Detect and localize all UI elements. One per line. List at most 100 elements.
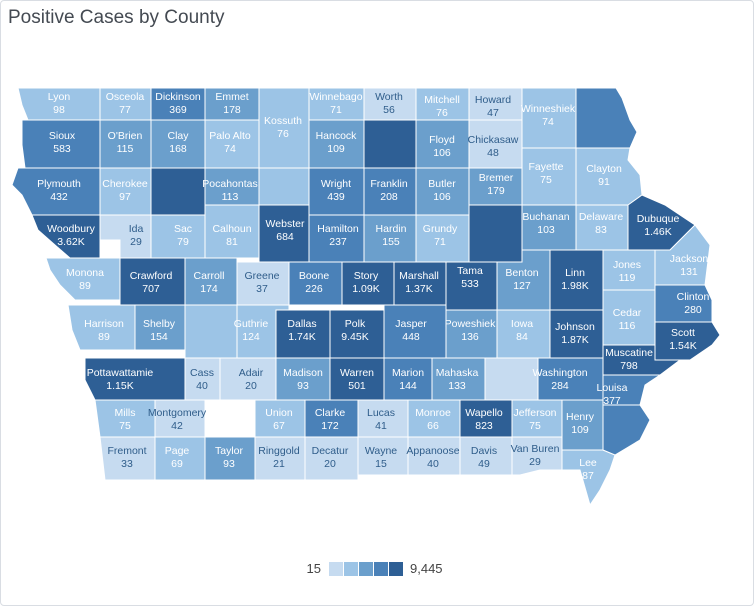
county-buena-vista[interactable] bbox=[150, 167, 206, 216]
county-marshall[interactable] bbox=[393, 261, 447, 306]
county-pottawattamie[interactable] bbox=[84, 357, 186, 401]
county-mahaska[interactable] bbox=[431, 357, 486, 401]
county-allamakee[interactable] bbox=[575, 87, 638, 149]
county-cherokee[interactable] bbox=[99, 167, 152, 216]
county-winnebago[interactable] bbox=[308, 87, 365, 121]
county-monroe[interactable] bbox=[407, 399, 461, 438]
county-page[interactable] bbox=[154, 436, 206, 481]
county-lee[interactable] bbox=[561, 449, 616, 507]
county-linn[interactable] bbox=[549, 249, 604, 311]
county-story[interactable] bbox=[341, 261, 395, 306]
county-wright[interactable] bbox=[308, 167, 365, 216]
county-harrison[interactable] bbox=[67, 304, 136, 351]
county-o-brien[interactable] bbox=[99, 119, 152, 169]
county-clinton[interactable] bbox=[654, 284, 713, 323]
county-adair[interactable] bbox=[219, 357, 277, 401]
county-emmet[interactable] bbox=[204, 87, 260, 121]
county-hancock[interactable] bbox=[308, 119, 365, 169]
county-clayton[interactable] bbox=[575, 147, 643, 206]
legend-swatches bbox=[329, 562, 404, 576]
county-hardin[interactable] bbox=[363, 214, 417, 263]
county-humboldt[interactable] bbox=[258, 167, 310, 206]
legend-swatch bbox=[389, 562, 403, 576]
county-plymouth[interactable] bbox=[11, 167, 101, 216]
county-dallas[interactable] bbox=[275, 309, 331, 359]
county-lucas[interactable] bbox=[357, 399, 409, 438]
county-franklin[interactable] bbox=[363, 167, 417, 216]
county-tama[interactable] bbox=[445, 261, 498, 311]
county-clay[interactable] bbox=[150, 119, 206, 169]
county-black-hawk[interactable] bbox=[468, 204, 523, 263]
county-hamilton[interactable] bbox=[308, 214, 365, 263]
county-monona[interactable] bbox=[45, 257, 121, 301]
county-sioux[interactable] bbox=[21, 119, 101, 169]
county-mills[interactable] bbox=[94, 399, 156, 438]
county-audubon[interactable] bbox=[184, 304, 238, 359]
county-polk[interactable] bbox=[329, 309, 385, 359]
county-cerro-gordo[interactable] bbox=[363, 119, 417, 169]
county-cass[interactable] bbox=[184, 357, 221, 401]
county-warren[interactable] bbox=[329, 357, 385, 401]
county-boone[interactable] bbox=[288, 261, 343, 306]
county-henry[interactable] bbox=[561, 399, 604, 451]
county-appanoose[interactable] bbox=[407, 436, 461, 476]
county-mitchell[interactable] bbox=[415, 87, 470, 121]
county-sac[interactable] bbox=[150, 214, 206, 259]
county-greene[interactable] bbox=[236, 261, 290, 306]
county-madison[interactable] bbox=[275, 357, 331, 401]
county-kossuth[interactable] bbox=[258, 87, 310, 169]
county-calhoun[interactable] bbox=[204, 204, 260, 259]
county-des-moines[interactable] bbox=[602, 404, 651, 456]
county-lyon[interactable] bbox=[17, 87, 101, 121]
county-grundy[interactable] bbox=[415, 214, 470, 263]
legend-swatch bbox=[359, 562, 373, 576]
county-poweshiek[interactable] bbox=[445, 309, 498, 359]
county-louisa[interactable] bbox=[602, 374, 662, 406]
legend-swatch bbox=[344, 562, 358, 576]
county-union[interactable] bbox=[254, 399, 306, 438]
county-scott[interactable] bbox=[654, 321, 721, 361]
county-ringgold[interactable] bbox=[254, 436, 306, 481]
county-decatur[interactable] bbox=[304, 436, 359, 481]
county-howard[interactable] bbox=[468, 87, 523, 121]
county-montgomery[interactable] bbox=[154, 399, 206, 438]
county-fremont[interactable] bbox=[99, 436, 156, 481]
county-cedar[interactable] bbox=[602, 289, 656, 346]
county-worth[interactable] bbox=[363, 87, 417, 121]
legend: 15 9,445 bbox=[0, 560, 754, 580]
county-jefferson[interactable] bbox=[511, 399, 563, 438]
county-webster[interactable] bbox=[258, 204, 310, 263]
county-carroll[interactable] bbox=[184, 257, 238, 306]
county-bremer[interactable] bbox=[468, 167, 523, 206]
county-davis[interactable] bbox=[459, 436, 513, 476]
county-clarke[interactable] bbox=[304, 399, 359, 438]
county-washington[interactable] bbox=[537, 357, 604, 401]
county-jasper[interactable] bbox=[383, 304, 447, 359]
legend-min-label: 15 bbox=[306, 561, 321, 576]
county-chickasaw[interactable] bbox=[468, 119, 523, 169]
county-winneshiek[interactable] bbox=[521, 87, 577, 149]
county-ida[interactable] bbox=[99, 214, 152, 259]
county-delaware[interactable] bbox=[575, 204, 629, 251]
county-pocahontas[interactable] bbox=[204, 167, 260, 206]
county-shelby[interactable] bbox=[134, 304, 186, 351]
county-dickinson[interactable] bbox=[150, 87, 206, 121]
county-wayne[interactable] bbox=[357, 436, 409, 476]
county-jones[interactable] bbox=[602, 249, 656, 291]
county-fayette[interactable] bbox=[521, 147, 577, 206]
county-butler[interactable] bbox=[415, 167, 470, 216]
legend-swatch bbox=[329, 562, 343, 576]
county-wapello[interactable] bbox=[459, 399, 513, 438]
county-marion[interactable] bbox=[383, 357, 433, 401]
county-woodbury[interactable] bbox=[31, 214, 101, 259]
county-floyd[interactable] bbox=[415, 119, 470, 169]
county-keokuk[interactable] bbox=[484, 357, 539, 401]
county-johnson[interactable] bbox=[549, 309, 604, 359]
county-taylor[interactable] bbox=[204, 436, 256, 481]
county-osceola[interactable] bbox=[99, 87, 152, 121]
county-crawford[interactable] bbox=[119, 257, 186, 306]
county-van-buren[interactable] bbox=[511, 436, 563, 476]
county-palo-alto[interactable] bbox=[204, 119, 260, 169]
legend-max-label: 9,445 bbox=[410, 561, 443, 576]
county-iowa[interactable] bbox=[496, 309, 551, 359]
